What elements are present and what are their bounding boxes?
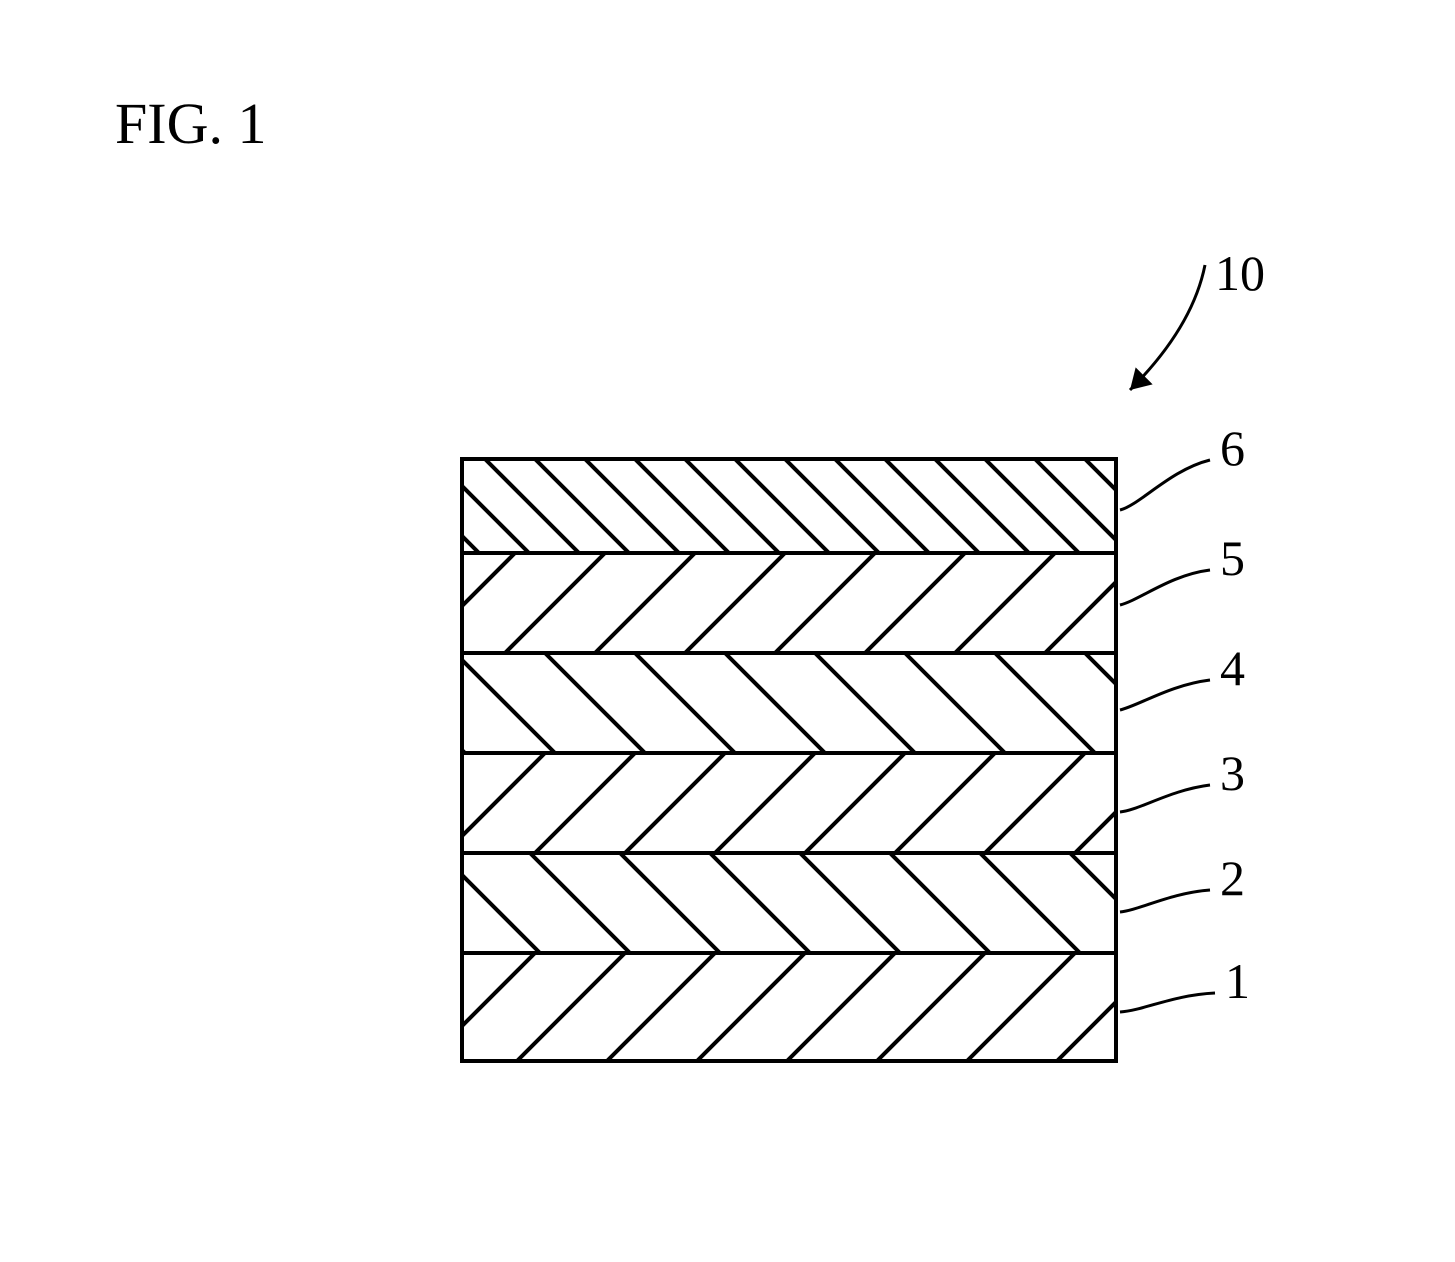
assembly-label: 10	[1215, 245, 1265, 301]
label-6: 6	[1220, 420, 1245, 476]
leader-4	[1120, 680, 1210, 710]
layer-2	[80, 853, 1455, 953]
leader-5	[1120, 570, 1210, 605]
label-5: 5	[1220, 530, 1245, 586]
leader-6	[1120, 460, 1210, 510]
leader-3	[1120, 785, 1210, 812]
label-4: 4	[1220, 640, 1245, 696]
leader-1	[1120, 993, 1215, 1012]
label-1: 1	[1225, 953, 1250, 1009]
diagram-svg: 6 5 4 3 2 1 10	[0, 0, 1455, 1262]
layer-5	[0, 553, 1415, 653]
leader-2	[1120, 890, 1210, 912]
label-3: 3	[1220, 745, 1245, 801]
layer-1	[0, 953, 1435, 1061]
assembly-arrow-shaft	[1130, 265, 1205, 390]
label-2: 2	[1220, 850, 1245, 906]
